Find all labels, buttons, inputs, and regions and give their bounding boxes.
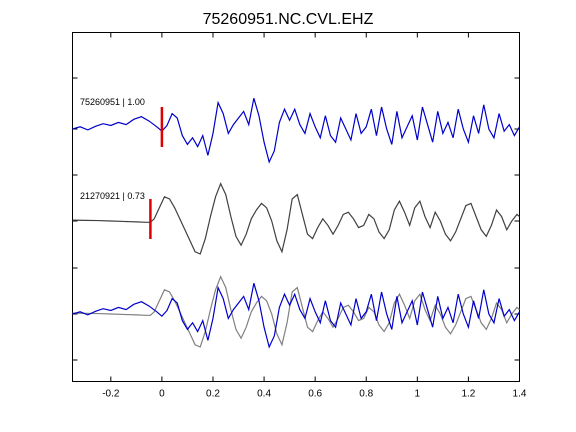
x-tick-label: 0 xyxy=(159,389,165,400)
x-tick-label: 1.4 xyxy=(513,389,527,400)
axis-ticks: -0.2 0 0.2 0.4 0.6 0.8 1 1.2 1.4 xyxy=(72,32,527,400)
plot-frame xyxy=(72,32,520,382)
trace-label-master: 75260951 | 1.00 xyxy=(80,97,145,107)
x-tick-label: -0.2 xyxy=(102,389,120,400)
x-tick-label: 0.8 xyxy=(359,389,373,400)
trace-line-master xyxy=(72,98,521,164)
trace-labels: 75260951 | 1.00 21270921 | 0.73 xyxy=(80,97,145,201)
trace-line-overlay-neighbor xyxy=(72,275,520,348)
x-tick-label: 0.4 xyxy=(257,389,271,400)
x-tick-label: 0.2 xyxy=(206,389,220,400)
traces xyxy=(72,98,521,349)
trace-line-overlay-master xyxy=(72,283,521,349)
trace-line-neighbor xyxy=(72,182,520,255)
x-tick-label: 1.2 xyxy=(461,389,475,400)
x-tick-label: 0.6 xyxy=(308,389,322,400)
x-tick-label: 1 xyxy=(415,389,421,400)
chart-title: 75260951.NC.CVL.EHZ xyxy=(203,11,374,28)
trace-label-neighbor: 21270921 | 0.73 xyxy=(80,191,145,201)
